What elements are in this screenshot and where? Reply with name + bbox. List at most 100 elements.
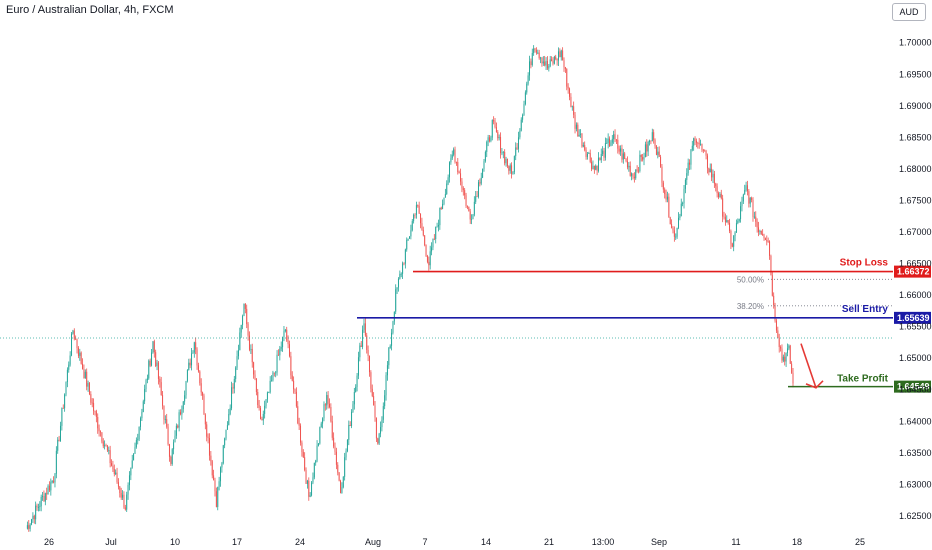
candle-body bbox=[465, 195, 467, 206]
time-axis[interactable]: 26 Jul 10 17 24 Aug 7 14 21 13:00 Sep 11 18 25 bbox=[44, 537, 865, 547]
candle-body bbox=[210, 455, 212, 462]
candle bbox=[215, 487, 217, 508]
candle bbox=[76, 338, 78, 354]
candle-body bbox=[546, 61, 548, 69]
candle bbox=[247, 322, 249, 341]
candle-body bbox=[411, 221, 413, 231]
candle bbox=[637, 166, 639, 174]
candle bbox=[664, 187, 666, 199]
candle-body bbox=[301, 442, 303, 452]
candle bbox=[748, 189, 750, 208]
candle bbox=[44, 492, 46, 506]
candle-body bbox=[374, 405, 376, 418]
candle bbox=[367, 345, 369, 362]
candle bbox=[556, 58, 558, 66]
candle bbox=[312, 472, 314, 485]
candle-body bbox=[334, 446, 336, 452]
candle-body bbox=[782, 356, 784, 361]
candle bbox=[348, 420, 350, 446]
candle-body bbox=[311, 482, 313, 496]
candle bbox=[493, 116, 495, 125]
candle bbox=[213, 469, 215, 481]
time-tick-label: 10 bbox=[170, 537, 180, 547]
candle bbox=[511, 162, 513, 179]
candle bbox=[584, 141, 586, 152]
candle bbox=[509, 163, 511, 174]
candle bbox=[596, 165, 598, 176]
candle bbox=[614, 129, 616, 143]
candle-body bbox=[29, 524, 31, 529]
candle bbox=[218, 476, 220, 491]
candle-body bbox=[471, 219, 473, 220]
candle-body bbox=[442, 203, 444, 209]
price-tick-label: 1.65000 bbox=[899, 353, 932, 363]
candle bbox=[124, 504, 126, 511]
candle bbox=[693, 137, 695, 151]
candle-body bbox=[392, 321, 394, 333]
candle bbox=[552, 57, 554, 66]
candle bbox=[319, 426, 321, 445]
candle-body bbox=[377, 438, 379, 444]
price-axis[interactable]: 1.62500 1.63000 1.63500 1.64000 1.64500 1.650… bbox=[899, 38, 932, 521]
candle-body bbox=[769, 241, 771, 256]
candle-body bbox=[269, 380, 271, 393]
candle-body bbox=[746, 185, 748, 192]
candle-body bbox=[436, 226, 438, 228]
candle bbox=[77, 346, 79, 359]
candle-body bbox=[388, 348, 390, 366]
candle-body bbox=[208, 438, 210, 456]
candle-body bbox=[636, 169, 638, 171]
candle bbox=[135, 437, 137, 449]
candle-body bbox=[613, 134, 615, 139]
candle-body bbox=[421, 223, 423, 230]
candle-body bbox=[556, 58, 558, 61]
candle-body bbox=[508, 166, 510, 171]
candle-body bbox=[693, 138, 695, 146]
candle bbox=[678, 212, 680, 230]
candle bbox=[440, 206, 442, 210]
candle bbox=[128, 471, 130, 491]
candle-body bbox=[184, 395, 186, 402]
candle bbox=[610, 140, 612, 147]
candle-body bbox=[371, 388, 373, 397]
candle-body bbox=[313, 462, 315, 478]
candle bbox=[250, 344, 252, 354]
candle bbox=[705, 149, 707, 160]
candle bbox=[644, 141, 646, 158]
candle-body bbox=[399, 273, 401, 279]
candle bbox=[669, 216, 671, 225]
candle-body bbox=[380, 427, 382, 434]
candle-body bbox=[515, 147, 517, 157]
candle-body bbox=[466, 205, 468, 207]
candle-body bbox=[163, 405, 165, 420]
candle bbox=[646, 139, 648, 157]
candle-body bbox=[127, 485, 129, 495]
candle bbox=[202, 391, 204, 400]
currency-button[interactable]: AUD bbox=[892, 3, 926, 21]
candle bbox=[253, 361, 255, 379]
candle-body bbox=[302, 451, 304, 458]
candle-body bbox=[28, 525, 30, 529]
candle bbox=[95, 409, 97, 423]
candle-body bbox=[566, 68, 568, 87]
candle bbox=[382, 402, 384, 423]
candle bbox=[651, 128, 653, 142]
candle bbox=[144, 384, 146, 405]
candle-body bbox=[348, 424, 350, 440]
candle-body bbox=[580, 133, 582, 135]
candle-body bbox=[142, 401, 144, 412]
candle bbox=[313, 462, 315, 480]
candle bbox=[592, 160, 594, 170]
candle-body bbox=[715, 183, 717, 187]
candle-body bbox=[255, 378, 257, 392]
candle bbox=[519, 128, 521, 140]
candle bbox=[117, 478, 119, 490]
candle-body bbox=[164, 419, 166, 420]
candle-body bbox=[664, 189, 666, 195]
candle-body bbox=[156, 362, 158, 367]
candle bbox=[745, 181, 747, 192]
candle-body bbox=[113, 469, 115, 475]
candle bbox=[574, 112, 576, 134]
candle bbox=[439, 207, 441, 230]
